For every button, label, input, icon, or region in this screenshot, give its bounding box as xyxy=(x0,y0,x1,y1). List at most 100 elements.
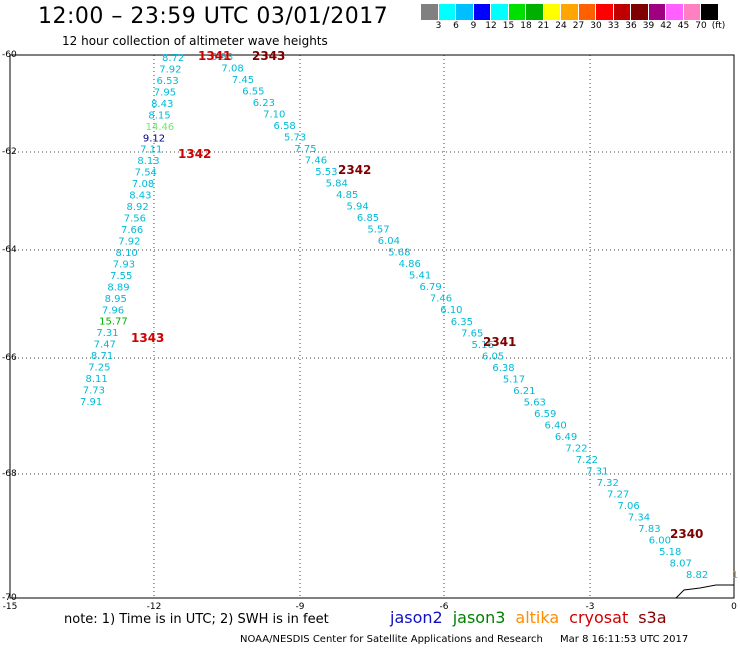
wave-height-label: 8.89 xyxy=(107,282,129,293)
color-scale-legend: 3 6 9 12 15 18 21 24 27 30 33 36 39 42 45 70 (ft) xyxy=(421,4,740,35)
pass-time-label: 1341 xyxy=(198,49,231,63)
credit-line: NOAA/NESDIS Center for Satellite Applica… xyxy=(240,634,688,645)
latitude-tick-label: -64 xyxy=(2,245,17,255)
wave-height-label: 6.00 xyxy=(649,535,671,546)
pass-time-label: 1343 xyxy=(131,331,164,345)
wave-height-label: 6.58 xyxy=(274,121,296,132)
wave-height-label: 7.47 xyxy=(94,340,116,351)
wave-height-label: 7.31 xyxy=(96,328,118,339)
legend-label: 42 xyxy=(660,21,672,31)
wave-height-label: 8.11 xyxy=(85,374,107,385)
wave-height-label: 5.18 xyxy=(659,547,681,558)
wave-height-label: 9.12 xyxy=(143,133,165,144)
legend-label: 3 xyxy=(435,21,442,31)
wave-height-label: 7.22 xyxy=(565,443,587,454)
wave-height-label: 4.86 xyxy=(399,259,421,270)
wave-height-label: 7.45 xyxy=(232,75,254,86)
legend-swatch xyxy=(456,4,474,20)
wave-height-label: 7.25 xyxy=(88,363,110,374)
wave-height-label: 5.94 xyxy=(346,202,368,213)
wave-height-label: 7.27 xyxy=(607,489,629,500)
wave-height-label: 5.41 xyxy=(409,271,431,282)
wave-height-label: 6.40 xyxy=(545,420,567,431)
wave-height-label: 7.32 xyxy=(597,478,619,489)
legend-swatch xyxy=(438,4,456,20)
wave-height-label: 6.85 xyxy=(357,213,379,224)
legend-swatch xyxy=(631,4,649,20)
wave-height-label: 7.56 xyxy=(124,214,146,225)
wave-height-label: 5.68 xyxy=(388,248,410,259)
satellite-legend-item: jason3 xyxy=(452,608,506,627)
wave-height-label: 1 xyxy=(732,570,738,581)
page-title: 12:00 – 23:59 UTC 03/01/2017 xyxy=(38,4,389,29)
wave-height-label: 8.43 xyxy=(151,99,173,110)
wave-height-label: 7.31 xyxy=(586,466,608,477)
satellite-legend-item: jason2 xyxy=(390,608,443,627)
latitude-tick-label: -68 xyxy=(2,469,17,479)
wave-height-label: 7.66 xyxy=(121,225,143,236)
wave-height-label: 7.75 xyxy=(294,144,316,155)
wave-height-label: 8.10 xyxy=(116,248,138,259)
wave-height-label: 7.93 xyxy=(113,259,135,270)
wave-height-label: 6.93 xyxy=(211,52,233,63)
wave-height-label: 7.91 xyxy=(80,397,102,408)
pass-time-label: 2340 xyxy=(670,527,703,541)
legend-label: 33 xyxy=(607,21,620,31)
wave-height-label: 5.17 xyxy=(503,374,525,385)
latitude-tick-label: -66 xyxy=(2,353,17,363)
wave-height-label: 6.53 xyxy=(157,76,179,87)
satellite-legend-item: cryosat xyxy=(569,608,629,627)
legend-label: 45 xyxy=(677,21,690,31)
wave-height-label: 5.73 xyxy=(284,133,306,144)
wave-height-label: 4.85 xyxy=(336,190,358,201)
legend-swatch xyxy=(561,4,579,20)
wave-height-label: 7.06 xyxy=(617,501,639,512)
wave-height-label: 7.92 xyxy=(159,64,181,75)
legend-swatch xyxy=(613,4,631,20)
legend-label: 24 xyxy=(555,21,567,31)
legend-swatch xyxy=(526,4,544,20)
wave-height-label: 6.38 xyxy=(492,363,514,374)
map-frame xyxy=(9,54,735,599)
pass-time-label: 2342 xyxy=(338,163,371,177)
wave-height-label: 6.79 xyxy=(419,282,441,293)
latitude-tick-label: -70 xyxy=(2,593,17,603)
legend-swatch xyxy=(701,4,719,20)
satellite-legend-item: altika xyxy=(515,608,560,627)
legend-swatch xyxy=(578,4,596,20)
wave-height-label: 7.95 xyxy=(154,87,176,98)
satellite-legend: jason2 jason3 altika cryosat s3a xyxy=(390,608,677,627)
legend-swatch xyxy=(683,4,701,20)
wave-height-label: 8.13 xyxy=(137,156,159,167)
legend-swatch xyxy=(491,4,509,20)
wave-height-label: 7.54 xyxy=(135,168,157,179)
longitude-tick-label: 0 xyxy=(731,602,737,612)
legend-label: 30 xyxy=(590,21,602,31)
wave-height-label: 8.71 xyxy=(91,351,113,362)
wave-height-label: 6.21 xyxy=(513,386,535,397)
legend-swatch xyxy=(508,4,526,20)
wave-height-label: 5.57 xyxy=(367,225,389,236)
legend-swatch xyxy=(648,4,666,20)
wave-height-label: 8.43 xyxy=(129,191,151,202)
wave-height-label: 7.08 xyxy=(132,179,154,190)
wave-height-label: 14.46 xyxy=(146,122,175,133)
legend-label: 27 xyxy=(572,21,585,31)
wave-height-label: 7.46 xyxy=(305,156,327,167)
latitude-tick-label: -60 xyxy=(2,50,17,60)
wave-height-label: 8.92 xyxy=(126,202,148,213)
wave-height-label: 5.16 xyxy=(472,340,494,351)
wave-height-label: 7.55 xyxy=(110,271,132,282)
longitude-tick-label: -3 xyxy=(585,602,595,612)
credit-text: NOAA/NESDIS Center for Satellite Applica… xyxy=(240,634,543,645)
wave-height-label: 7.34 xyxy=(628,512,650,523)
pass-time-label: 2343 xyxy=(252,49,285,63)
wave-height-label: 5.53 xyxy=(315,167,337,178)
wave-height-label: 7.08 xyxy=(221,64,243,75)
coastline xyxy=(675,584,734,599)
wave-height-label: 15.77 xyxy=(99,317,128,328)
wave-height-label: 7.46 xyxy=(430,294,452,305)
legend-label: 18 xyxy=(520,21,532,31)
wave-height-label: 7.96 xyxy=(102,305,124,316)
